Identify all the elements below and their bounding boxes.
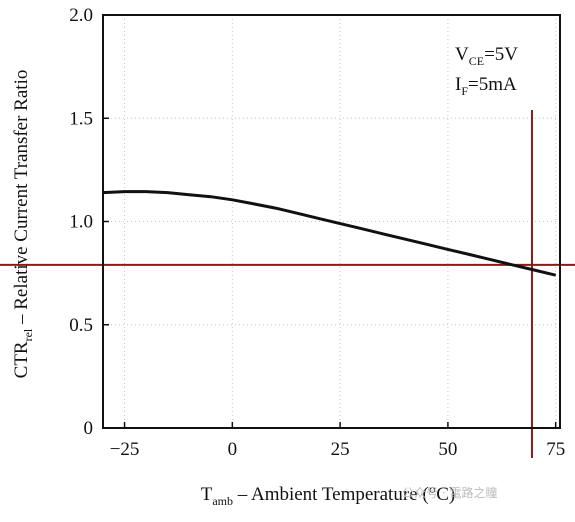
x-axis-label-rest: – Ambient Temperature (°C) xyxy=(233,484,455,505)
annotation-vce: VCE=5V xyxy=(455,44,518,68)
x-tick-label: 0 xyxy=(228,439,238,460)
y-tick-label: 1.5 xyxy=(69,108,93,129)
annotation-if: IF=5mA xyxy=(455,74,517,98)
series-layer xyxy=(102,190,557,277)
y-tick-label: 1.0 xyxy=(69,212,93,233)
y-axis-label-sub: rel xyxy=(21,328,35,341)
x-axis-label-main: T xyxy=(201,484,213,505)
x-axis-label-sub: amb xyxy=(212,494,233,508)
plot-frame xyxy=(102,14,561,429)
y-axis-label: CTRrel – Relative Current Transfer Ratio xyxy=(11,70,35,379)
y-tick-label: 0 xyxy=(84,418,94,439)
x-axis-label: Tamb – Ambient Temperature (°C) xyxy=(201,484,456,508)
series-line-ctr xyxy=(102,190,557,277)
x-tick-label: −25 xyxy=(110,439,140,460)
tick-labels: −25 0 25 50 75 0 0.5 1.0 1.5 2.0 xyxy=(69,5,565,460)
reference-lines xyxy=(0,110,575,458)
x-tick-label: 50 xyxy=(438,439,457,460)
watermark: 公众号 · 電路之瞳 xyxy=(402,485,497,500)
y-axis-label-main: CTR xyxy=(11,341,32,378)
x-tick-label: 75 xyxy=(546,439,565,460)
y-axis-label-rest: – Relative Current Transfer Ratio xyxy=(11,70,32,329)
y-tick-label: 0.5 xyxy=(69,315,93,336)
y-tick-label: 2.0 xyxy=(69,5,93,26)
x-tick-label: 25 xyxy=(331,439,350,460)
